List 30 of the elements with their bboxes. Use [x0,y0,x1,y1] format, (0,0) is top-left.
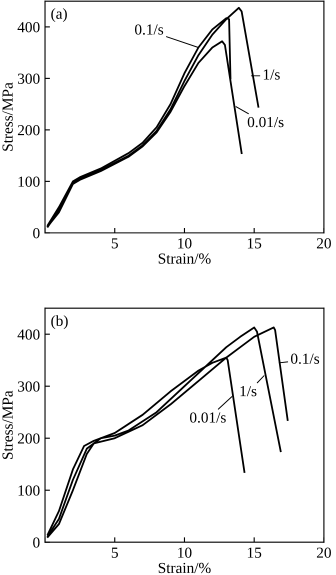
y-tick-label: 400 [18,22,40,32]
y-tick-label: 200 [18,125,40,136]
annotation: 0.01/s [248,116,284,128]
annotation: 0.1/s [134,24,164,35]
x-axis-title: Strain/% [158,562,211,574]
y-tick-label: 300 [18,381,40,392]
y-tick-label: 0 [33,228,40,238]
x-tick-label: 15 [248,238,262,248]
x-tick-label: 20 [316,548,331,558]
x-tick-label: 20 [316,238,331,248]
x-tick-label: 5 [112,238,118,248]
y-tick-label: 300 [18,74,40,84]
x-axis-title: Strain/% [158,253,211,264]
annotation: 0.01/s [190,412,226,423]
y-tick-label: 0 [33,537,40,548]
x-tick-label: 10 [178,548,192,558]
annotation: (a) [51,8,67,22]
y-axis-title: Stress/MPa [2,390,13,459]
y-tick-label: 100 [18,176,40,187]
x-tick-label: 15 [248,548,262,558]
annotation: (b) [51,315,68,330]
y-tick-label: 100 [18,485,40,496]
y-tick-label: 400 [18,329,40,340]
y-tick-label: 200 [18,433,40,444]
x-tick-label: 10 [178,238,192,248]
annotation: 0.1/s [290,354,320,364]
x-tick-label: 5 [112,548,118,558]
y-axis-title: Stress/MPa [2,82,13,151]
annotation: 1/s [240,386,256,396]
annotation: 1/s [264,69,280,80]
